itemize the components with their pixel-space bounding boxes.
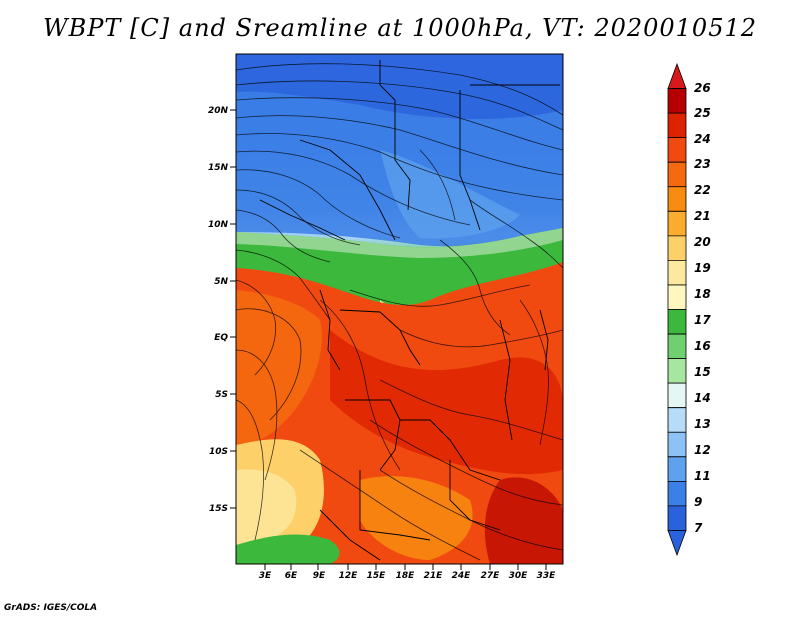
colorbar-label: 9 xyxy=(694,495,702,509)
colorbar-label: 14 xyxy=(694,391,711,405)
colorbar-segment xyxy=(667,210,687,237)
colorbar-segment xyxy=(667,530,687,557)
lon-label: 15E xyxy=(367,571,387,581)
lat-label: 5S xyxy=(215,390,228,400)
latitude-labels: 20N 15N 10N 5N EQ 5S 10S 15S xyxy=(208,106,229,514)
lon-label: 6E xyxy=(285,571,298,581)
lon-label: 33E xyxy=(537,571,557,581)
colorbar xyxy=(667,62,687,557)
lon-label: 3E xyxy=(259,571,272,581)
colorbar-labels: 26 25 24 23 22 21 20 19 18 17 16 15 14 1… xyxy=(694,81,711,535)
colorbar-label: 11 xyxy=(694,469,711,483)
colorbar-label: 24 xyxy=(694,132,711,146)
colorbar-label: 18 xyxy=(694,287,711,301)
lat-label: 15N xyxy=(208,163,229,173)
colorbar-segment xyxy=(667,137,687,163)
colorbar-label: 25 xyxy=(694,106,711,120)
colorbar-segment xyxy=(667,88,687,114)
colorbar-label: 13 xyxy=(694,417,711,431)
colorbar-label: 21 xyxy=(694,209,711,223)
colorbar-label: 17 xyxy=(694,313,711,327)
colorbar-segment xyxy=(667,382,687,409)
colorbar-segment xyxy=(667,480,687,507)
colorbar-segment xyxy=(667,309,687,335)
lon-label: 21E xyxy=(424,571,444,581)
colorbar-segment xyxy=(667,333,687,359)
colorbar-label: 7 xyxy=(694,521,703,535)
colorbar-label: 16 xyxy=(694,339,711,353)
lat-label: 15S xyxy=(209,504,228,514)
lon-label: 12E xyxy=(339,571,359,581)
colorbar-label: 22 xyxy=(694,183,711,197)
lat-label: 5N xyxy=(214,277,228,287)
lat-label: 10N xyxy=(208,220,229,230)
colorbar-label: 12 xyxy=(694,443,711,457)
colorbar-segment xyxy=(667,407,687,433)
map-frame xyxy=(235,53,564,565)
colorbar-segment xyxy=(667,235,687,261)
lon-label: 24E xyxy=(452,571,472,581)
colorbar-segment xyxy=(667,358,687,384)
lat-label: 20N xyxy=(208,106,229,116)
longitude-labels: 3E 6E 9E 12E 15E 18E 21E 24E 27E 30E 33E xyxy=(259,571,556,581)
colorbar-segment xyxy=(667,112,687,139)
colorbar-segment xyxy=(667,505,687,531)
footer-credit: GrADS: IGES/COLA xyxy=(4,603,98,613)
colorbar-label: 23 xyxy=(694,157,711,171)
colorbar-label: 26 xyxy=(694,81,711,95)
lon-label: 27E xyxy=(481,571,501,581)
colorbar-segment xyxy=(667,62,687,89)
lon-label: 9E xyxy=(313,571,326,581)
lat-label: EQ xyxy=(214,333,228,343)
colorbar-segment xyxy=(667,260,687,286)
colorbar-segment xyxy=(667,186,687,212)
wbpt-field xyxy=(236,54,563,564)
map-title: WBPT [C] and Sreamline at 1000hPa, VT: 2… xyxy=(42,14,758,42)
colorbar-label: 20 xyxy=(694,235,711,249)
lon-label: 18E xyxy=(396,571,416,581)
colorbar-segment xyxy=(667,284,687,310)
colorbar-segment xyxy=(667,456,687,482)
lon-label: 30E xyxy=(509,571,529,581)
colorbar-segment xyxy=(667,161,687,188)
colorbar-segment xyxy=(667,431,687,458)
colorbar-label: 15 xyxy=(694,365,711,379)
colorbar-label: 19 xyxy=(694,261,711,275)
lat-label: 10S xyxy=(209,447,228,457)
